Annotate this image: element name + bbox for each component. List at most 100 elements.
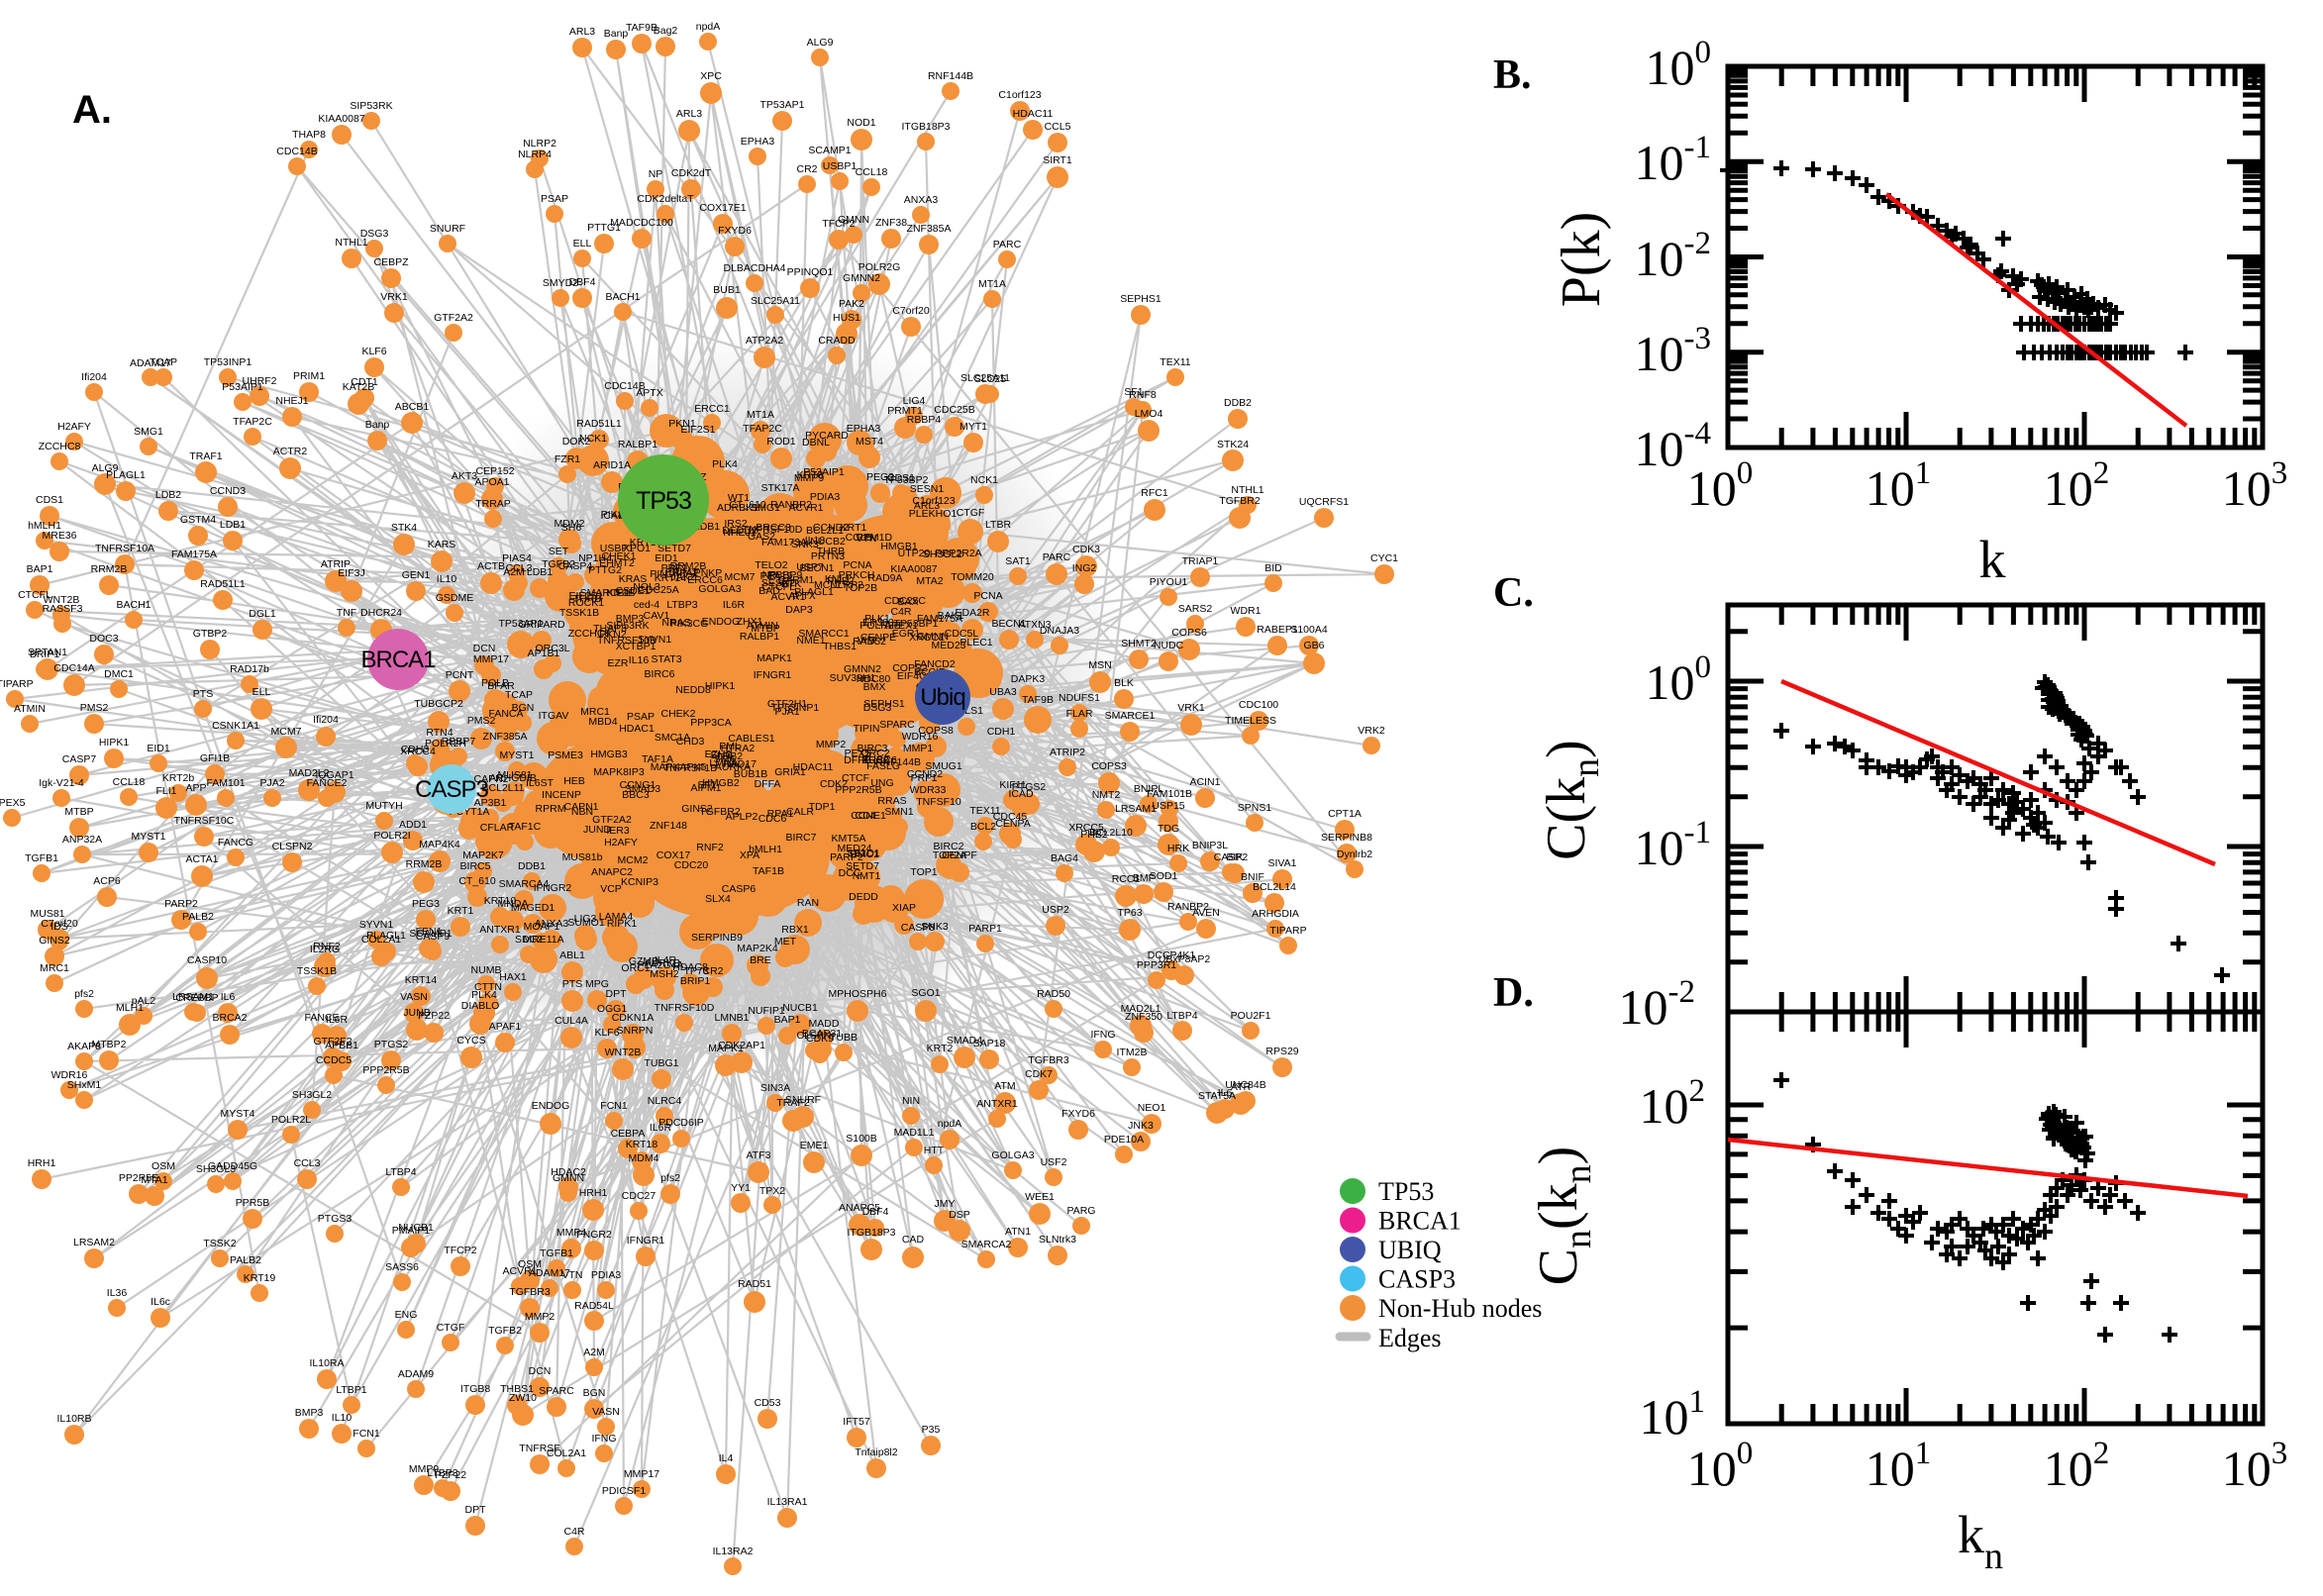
svg-text:k: k (1979, 530, 2006, 589)
svg-text:WNT2B: WNT2B (44, 594, 80, 606)
svg-text:LRSAM1: LRSAM1 (172, 991, 214, 1003)
svg-text:TUBGCP2: TUBGCP2 (414, 698, 463, 710)
svg-text:TP53AP1: TP53AP1 (499, 618, 544, 630)
svg-text:HDAC11: HDAC11 (1013, 108, 1054, 120)
svg-text:USBP1: USBP1 (823, 160, 858, 172)
svg-text:NP1H4: NP1H4 (578, 552, 612, 564)
svg-text:SFN: SFN (714, 753, 735, 765)
svg-text:KRT14: KRT14 (405, 974, 438, 986)
svg-text:IL6R: IL6R (650, 1122, 672, 1134)
svg-text:TELO2: TELO2 (755, 559, 787, 571)
svg-text:KAT2B: KAT2B (343, 381, 374, 393)
svg-text:RRM2B: RRM2B (670, 560, 707, 572)
svg-text:ADD1: ADD1 (399, 819, 427, 831)
svg-text:CR2: CR2 (796, 163, 817, 175)
svg-text:SARS2: SARS2 (1178, 603, 1213, 615)
svg-text:TSSK1B: TSSK1B (297, 965, 337, 977)
svg-text:CDS1: CDS1 (887, 472, 915, 484)
svg-text:CEP152: CEP152 (475, 465, 514, 477)
svg-text:SH6: SH6 (561, 522, 582, 534)
svg-text:EIF3J: EIF3J (338, 567, 364, 579)
svg-text:OSM: OSM (152, 1160, 175, 1172)
svg-text:CDC45: CDC45 (993, 811, 1028, 823)
svg-text:CENPF: CENPF (942, 849, 977, 861)
svg-text:TGFB1: TGFB1 (540, 1247, 573, 1259)
svg-text:P53AIP1: P53AIP1 (803, 466, 845, 478)
svg-text:Ubiq: Ubiq (920, 684, 964, 711)
svg-text:MCM2: MCM2 (618, 854, 649, 866)
svg-text:ATXN3: ATXN3 (1018, 619, 1051, 631)
svg-text:H2AFY: H2AFY (57, 421, 91, 433)
svg-text:MTA1: MTA1 (141, 1174, 167, 1186)
svg-text:PLAGL1: PLAGL1 (106, 469, 146, 481)
svg-text:PPP2R5B: PPP2R5B (362, 1064, 409, 1076)
svg-text:MAD2L1: MAD2L1 (1121, 1003, 1162, 1015)
svg-text:USBP1: USBP1 (600, 543, 635, 554)
svg-text:IL6: IL6 (221, 991, 236, 1003)
svg-text:CYCS: CYCS (456, 1035, 485, 1047)
svg-text:HIPK1: HIPK1 (705, 680, 736, 692)
svg-text:UBIQ: UBIQ (1378, 1236, 1442, 1264)
svg-text:XIAP: XIAP (892, 902, 916, 914)
svg-text:EIF2S1: EIF2S1 (568, 590, 603, 602)
svg-text:FANCE2: FANCE2 (307, 777, 348, 789)
svg-text:CTCFL: CTCFL (18, 589, 51, 601)
svg-text:IQGAP1: IQGAP1 (315, 769, 354, 781)
svg-text:SPTAN1: SPTAN1 (28, 647, 67, 658)
svg-text:AKAP8: AKAP8 (67, 1041, 101, 1052)
svg-text:MOAP1: MOAP1 (524, 921, 560, 933)
svg-text:KLF6: KLF6 (361, 346, 386, 357)
svg-text:HDAC1: HDAC1 (619, 723, 655, 735)
svg-text:ACTR2: ACTR2 (273, 446, 308, 457)
svg-text:PEG3: PEG3 (412, 898, 440, 910)
svg-text:PALB2: PALB2 (182, 911, 214, 923)
svg-text:NLRP4: NLRP4 (518, 149, 552, 160)
svg-text:DFFB: DFFB (844, 754, 870, 766)
svg-text:C1orf123: C1orf123 (912, 495, 955, 507)
svg-text:RIPK1: RIPK1 (607, 918, 638, 930)
svg-text:CASP3: CASP3 (1378, 1265, 1456, 1294)
svg-text:PMS2: PMS2 (467, 715, 496, 727)
svg-text:MAPK1: MAPK1 (708, 1043, 744, 1054)
svg-text:GTBP2: GTBP2 (193, 628, 228, 640)
svg-text:LAMA4: LAMA4 (599, 911, 634, 923)
svg-text:FANCD2: FANCD2 (914, 658, 956, 670)
svg-text:RASSF3: RASSF3 (43, 603, 83, 615)
svg-text:FAM175A: FAM175A (917, 613, 962, 625)
svg-text:SNK3: SNK3 (791, 539, 819, 550)
svg-text:LDB1: LDB1 (220, 519, 246, 531)
svg-text:RBBP9: RBBP9 (768, 569, 803, 581)
svg-text:LDB2: LDB2 (155, 489, 181, 501)
svg-text:MAP4K4: MAP4K4 (419, 839, 460, 850)
svg-text:FXYD6: FXYD6 (1061, 1108, 1095, 1120)
svg-text:POLR2L: POLR2L (271, 1114, 311, 1126)
svg-text:VRK1: VRK1 (380, 291, 408, 303)
svg-text:JAK2: JAK2 (670, 571, 695, 583)
svg-text:NHEJ1: NHEJ1 (275, 395, 308, 407)
svg-text:PJA2: PJA2 (259, 777, 284, 789)
svg-text:NDUFS1: NDUFS1 (1059, 692, 1100, 704)
svg-text:KIAA0087: KIAA0087 (890, 563, 937, 575)
svg-text:PLK1: PLK1 (864, 613, 890, 625)
svg-text:ADRBK1: ADRBK1 (717, 502, 758, 514)
svg-text:KRT19: KRT19 (244, 1272, 276, 1284)
svg-text:GTF2A2: GTF2A2 (592, 814, 632, 826)
svg-text:TP53: TP53 (1378, 1177, 1434, 1206)
svg-text:ORC1: ORC1 (621, 962, 650, 974)
svg-text:hMLH1: hMLH1 (749, 844, 782, 855)
svg-text:ZNF350: ZNF350 (1125, 1011, 1162, 1023)
svg-text:C4R: C4R (890, 606, 911, 618)
svg-text:SIN3A: SIN3A (760, 1082, 790, 1094)
svg-text:BMP3: BMP3 (616, 613, 645, 625)
svg-text:DDB2: DDB2 (1224, 397, 1252, 409)
svg-text:TRIAP1: TRIAP1 (1182, 555, 1219, 567)
svg-text:RRAS: RRAS (877, 795, 906, 807)
svg-text:RRM2B: RRM2B (91, 563, 128, 575)
svg-text:JUND: JUND (583, 824, 611, 836)
svg-text:NMT1: NMT1 (853, 870, 881, 882)
svg-text:ELL: ELL (573, 238, 592, 249)
svg-text:DSP: DSP (949, 1209, 970, 1221)
svg-text:SDC2: SDC2 (515, 934, 543, 946)
svg-text:CDK7: CDK7 (1025, 1068, 1053, 1080)
svg-text:RNF8: RNF8 (1129, 389, 1157, 401)
